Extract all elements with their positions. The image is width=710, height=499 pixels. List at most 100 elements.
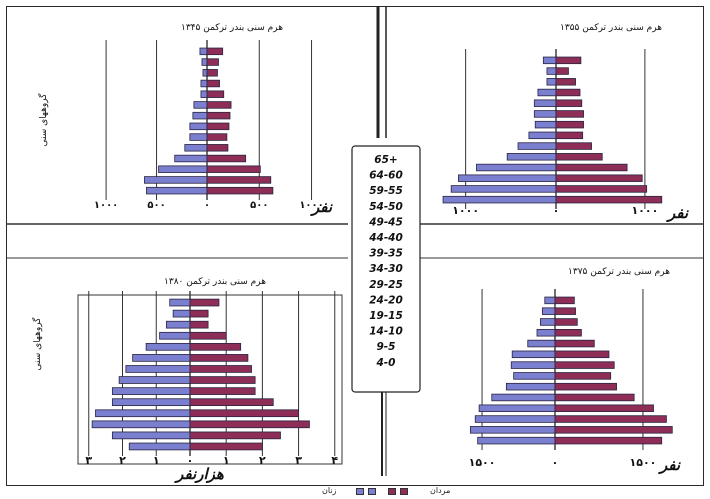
bar-men-14-10 [189,420,310,429]
tick-label: ۱ [223,454,230,467]
bar-women-49-45 [533,99,557,107]
bar-men-49-45 [206,90,225,98]
bar-women-54-50 [536,329,556,337]
tick-label: ۱۵۰۰ [630,456,657,469]
age-group-label: 24-20 [369,294,403,306]
bar-men-44-40 [554,350,610,359]
pyramid-p1355: ۱۰۰۰ ۰ ۱۰۰۰ هرم سنی بندر ترکمن ۱۳۵۵ نفر [442,23,689,222]
age-group-label: 19-15 [369,310,403,322]
age-group-label: 59-55 [369,185,403,197]
bar-women-29-25 [505,382,556,391]
bar-women-64-60 [172,309,191,318]
tick-label: ۵۰۰ [250,200,268,211]
bar-women-9-5 [144,176,208,184]
bar-women-54-50 [200,79,208,88]
bar-women-59-55 [540,318,556,326]
bar-women-29-25 [517,142,557,150]
bar-men-49-45 [554,339,595,348]
bar-men-34-30 [554,372,612,380]
bar-men-59-55 [206,69,218,77]
unit-label: هزارنفر [174,465,224,483]
bar-men-9-5 [189,431,281,440]
bar-women-4-0 [477,436,556,445]
bar-women-24-20 [111,398,191,407]
bar-women-64-60 [541,307,556,315]
bar-women-9-5 [450,185,557,193]
bar-men-59-55 [189,320,209,329]
bar-men-64-60 [554,307,576,315]
bar-women-54-50 [537,88,557,97]
bar-women-34-30 [118,376,191,384]
bar-women-59-55 [202,69,208,77]
age-axis-label: گروههای سنی [31,317,43,371]
bar-men-29-25 [554,382,617,391]
bar-men-49-45 [555,99,583,107]
tick-label: ۱۵۰۰ [469,456,496,469]
bar-men-29-25 [206,133,228,141]
bar-women-24-20 [491,393,556,402]
unit-label: نفر [658,456,681,474]
chart-title: هرم سنی بندر ترکمن ۱۳۴۵ [181,23,283,33]
bar-men-54-50 [555,88,581,97]
bar-men-39-35 [206,111,231,120]
tick-label: ۱۰۰۰ [631,204,658,217]
age-group-label: 4-0 [376,357,396,369]
bar-men-65+ [554,296,575,305]
legend-swatch-women-2 [356,488,364,495]
tick-label: ۴ [331,454,338,467]
tick-label: ۱ [153,454,160,467]
population-pyramids-figure: 65+ 64-60 59-55 54-50 49-45 44-40 39-35 34-30 29… [6,6,704,483]
bar-women-34-30 [528,131,557,140]
bar-women-39-35 [125,365,191,373]
bar-women-44-40 [511,350,556,359]
bar-women-9-5 [111,431,191,440]
bar-men-65+ [555,56,582,65]
bar-men-24-20 [206,144,229,152]
tick-label: ۲ [259,454,266,467]
tick-label: ۰ [552,456,559,469]
unit-label: نفر [666,204,689,222]
bar-women-34-30 [513,372,556,380]
bar-men-34-30 [189,376,256,384]
bar-women-24-20 [506,153,557,161]
legend-swatch-men [400,488,408,495]
bar-men-19-15 [206,154,247,163]
bar-men-64-60 [206,58,219,66]
pyramid-p1375: ۱۵۰۰ ۰ ۱۵۰۰ هرم سنی بندر ترکمن ۱۳۷۵ نفر [469,267,681,474]
bar-men-65+ [206,47,224,56]
bar-men-4-0 [206,186,274,195]
bar-women-64-60 [201,58,208,66]
bar-women-19-15 [476,163,557,172]
bar-men-14-10 [554,415,667,423]
bar-women-64-60 [546,67,557,75]
chart-title: هرم سنی بندر ترکمن ۱۳۸۰ [164,277,266,287]
bar-men-49-45 [189,342,242,351]
bar-men-44-40 [206,101,232,109]
bar-men-39-35 [189,365,252,373]
bar-women-29-25 [111,387,191,395]
bar-men-54-50 [189,331,227,340]
bar-men-44-40 [189,354,249,362]
legend-label-women: زنان [322,486,337,495]
bar-men-19-15 [555,163,628,172]
bar-women-65+ [169,298,191,307]
age-group-label: 54-50 [369,201,403,213]
bar-women-19-15 [478,404,556,412]
chart-title: هرم سنی بندر ترکمن ۱۳۵۵ [560,23,662,33]
bar-men-54-50 [206,79,220,88]
tick-label: ۰ [204,200,210,211]
bar-women-24-20 [184,144,208,152]
age-group-label: 14-10 [369,326,403,338]
bar-women-29-25 [189,133,208,141]
bar-men-34-30 [206,122,230,131]
tick-label: ۰ [187,454,194,467]
age-group-label: 49-45 [368,216,403,228]
tick-label: ۵۰۰ [147,200,165,211]
bar-men-9-5 [555,185,648,193]
bar-men-24-20 [555,153,603,161]
bar-women-44-40 [132,354,191,362]
bar-women-49-45 [200,90,208,98]
bar-women-14-10 [91,420,191,429]
tick-label: ۳ [295,454,302,467]
bar-men-4-0 [555,195,663,204]
